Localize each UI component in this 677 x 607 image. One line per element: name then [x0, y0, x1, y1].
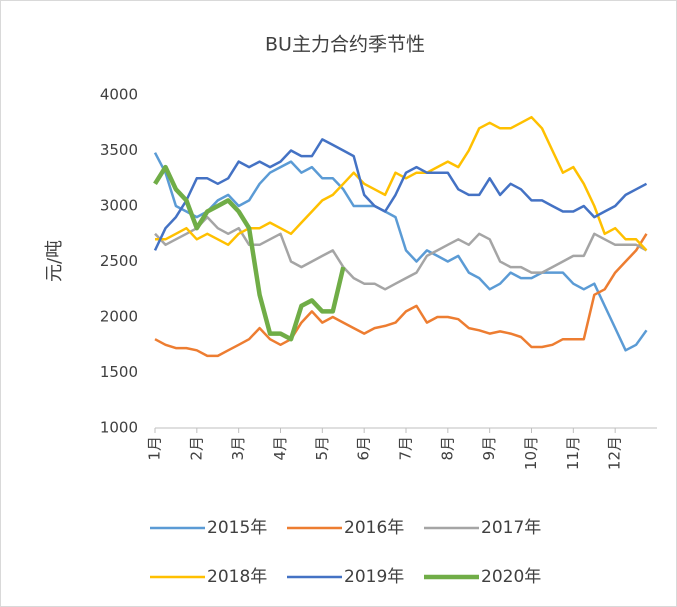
x-tick-label: 10月 — [522, 436, 540, 470]
chart-title: BU主力合约季节性 — [265, 34, 425, 56]
series-line — [154, 233, 648, 358]
y-tick-label: 3000 — [100, 197, 138, 215]
x-tick-label: 7月 — [397, 436, 415, 461]
series-line — [154, 215, 648, 291]
y-tick-label: 2000 — [100, 308, 138, 326]
series-line — [153, 152, 648, 352]
x-tick-label: 1月 — [146, 436, 164, 461]
legend-label: 2016年 — [344, 518, 404, 538]
x-tick-label: 8月 — [438, 436, 456, 461]
legend-label: 2018年 — [207, 567, 267, 587]
x-tick-label: 11月 — [564, 436, 582, 470]
legend-label: 2017年 — [481, 518, 541, 538]
legend-label: 2019年 — [344, 567, 404, 587]
y-tick-label: 2500 — [100, 252, 138, 270]
y-tick-label: 4000 — [100, 86, 138, 104]
series-line — [153, 138, 648, 251]
x-tick-label: 5月 — [313, 436, 331, 461]
x-tick-label: 9月 — [480, 436, 498, 461]
x-tick-label: 12月 — [606, 436, 624, 470]
series-line — [153, 164, 346, 342]
y-tick-label: 1000 — [100, 419, 138, 437]
series-line — [155, 115, 648, 252]
x-tick-label: 3月 — [229, 436, 247, 461]
legend-label: 2020年 — [481, 567, 541, 587]
legend-label: 2015年 — [207, 518, 267, 538]
y-axis-label: 元/吨 — [44, 240, 65, 282]
x-tick-label: 4月 — [271, 436, 289, 461]
x-tick-label: 2月 — [187, 436, 205, 461]
y-tick-label: 3500 — [100, 141, 138, 159]
y-tick-label: 1500 — [100, 363, 138, 381]
x-tick-label: 6月 — [355, 436, 373, 461]
